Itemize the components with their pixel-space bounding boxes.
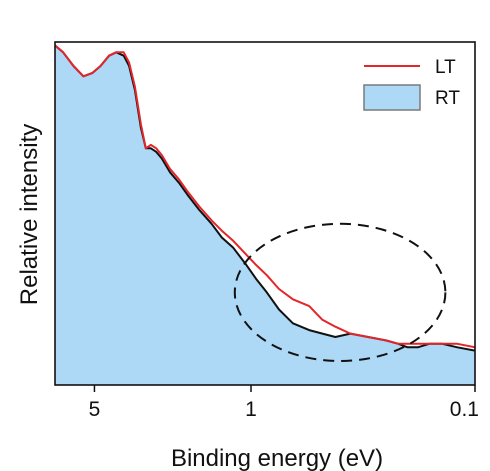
annotation-layer [233,222,447,362]
series-rt-area [55,45,475,385]
plot-frame [54,41,476,386]
annotation-dashed-ellipse [233,222,447,362]
legend-swatch-rt [363,84,421,111]
plot-area [55,44,475,385]
x-axis-label: Binding energy (eV) [171,445,383,471]
series-lt-line [55,44,475,349]
legend-label-rt: RT [435,88,460,109]
x-tick-label: 1 [245,398,257,421]
legend-label-lt: LT [435,57,456,78]
x-tick-label: 0.1 [450,398,479,421]
legend: LT RT [363,57,460,111]
x-axis-ticks: 5 1 0.1 [89,385,479,421]
x-tick-label: 5 [89,398,101,421]
y-axis-label: Relative intensity [16,124,43,305]
